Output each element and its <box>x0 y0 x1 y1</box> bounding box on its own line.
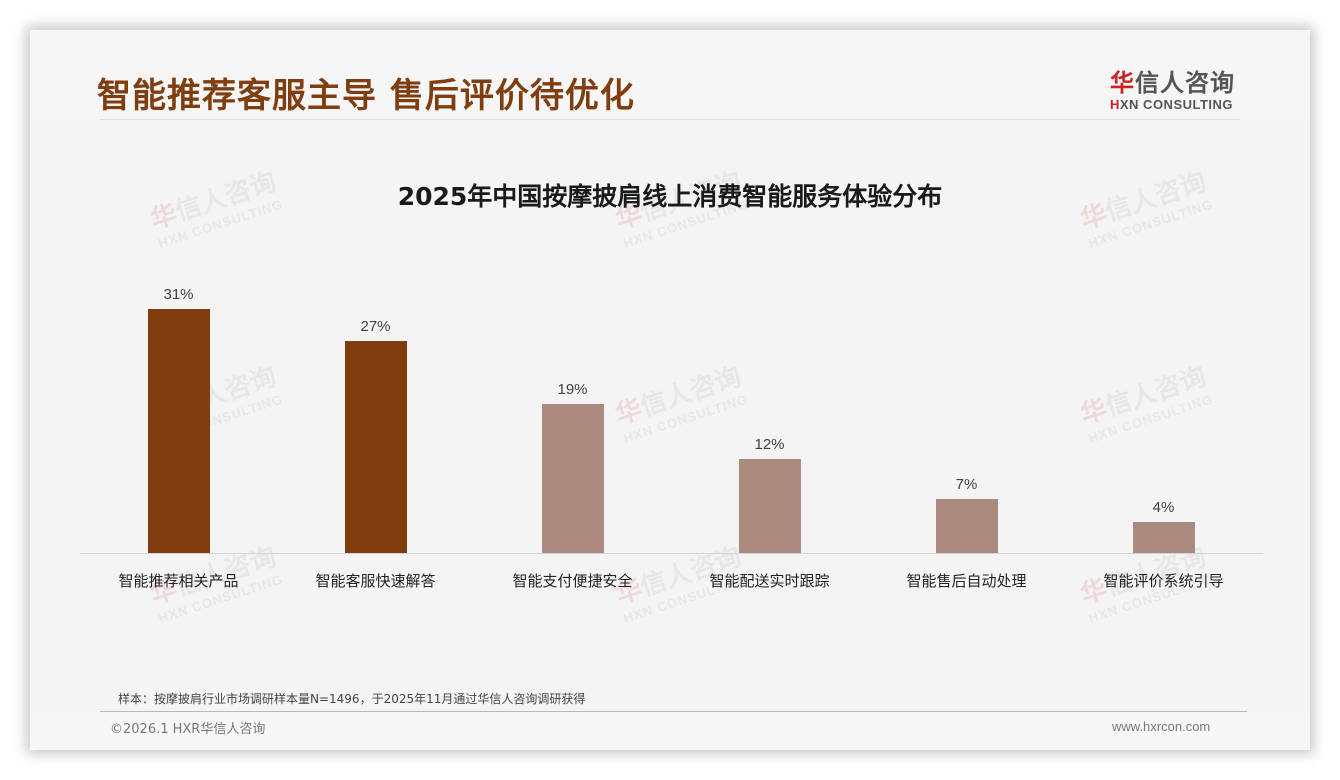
page-title: 智能推荐客服主导 售后评价待优化 <box>97 76 635 116</box>
bar-group: 7% <box>868 230 1065 554</box>
bar <box>936 499 998 554</box>
bar-group: 31% <box>80 230 277 554</box>
bar-value-label: 19% <box>557 381 588 398</box>
category-label: 智能支付便捷安全 <box>512 572 633 590</box>
category-label: 智能评价系统引导 <box>1103 572 1224 590</box>
brand-logo: 华信人咨询 HXN CONSULTING <box>1110 63 1250 113</box>
copyright-text: ©2026.1 HXR华信人咨询 <box>110 722 266 737</box>
bar <box>148 309 210 554</box>
bar-value-label: 31% <box>163 286 194 303</box>
bar-value-label: 7% <box>955 476 978 493</box>
bar <box>739 459 801 554</box>
bar-group: 4% <box>1065 230 1262 554</box>
footer-band <box>30 712 1310 750</box>
bar <box>345 341 407 554</box>
header-band <box>30 30 1310 120</box>
bar <box>542 404 604 554</box>
category-label: 智能售后自动处理 <box>906 572 1027 590</box>
bar-value-label: 12% <box>754 436 785 453</box>
bar <box>1133 522 1195 554</box>
category-label: 智能配送实时跟踪 <box>709 572 830 590</box>
footer-divider <box>100 711 1247 712</box>
sample-note: 样本：按摩披肩行业市场调研样本量N=1496，于2025年11月通过华信人咨询调… <box>118 692 586 706</box>
bar-value-label: 4% <box>1152 499 1175 516</box>
logo-accent: 华 <box>1110 69 1135 97</box>
bar-value-label: 27% <box>360 318 391 335</box>
slide: 智能推荐客服主导 售后评价待优化 华信人咨询 HXN CONSULTING 华信… <box>30 30 1310 750</box>
bar-group: 12% <box>671 230 868 554</box>
chart-title: 2025年中国按摩披肩线上消费智能服务体验分布 <box>397 182 943 211</box>
website-link[interactable]: www.hxrcon.com <box>1112 719 1211 734</box>
x-axis-line <box>80 553 1263 554</box>
logo-en: HXN CONSULTING <box>1110 97 1250 112</box>
category-label: 智能客服快速解答 <box>315 572 436 590</box>
logo-en-accent: H <box>1110 97 1120 112</box>
bar-group: 19% <box>474 230 671 554</box>
logo-cn-text: 信人咨询 <box>1135 69 1235 97</box>
title-divider <box>100 119 1240 120</box>
bar-chart-plot: 31% 27% 19% 12% 7% 4% <box>80 230 1263 554</box>
logo-cn: 华信人咨询 <box>1110 63 1250 98</box>
logo-en-text: XN CONSULTING <box>1119 97 1234 112</box>
category-label: 智能推荐相关产品 <box>118 572 239 590</box>
bar-group: 27% <box>277 230 474 554</box>
